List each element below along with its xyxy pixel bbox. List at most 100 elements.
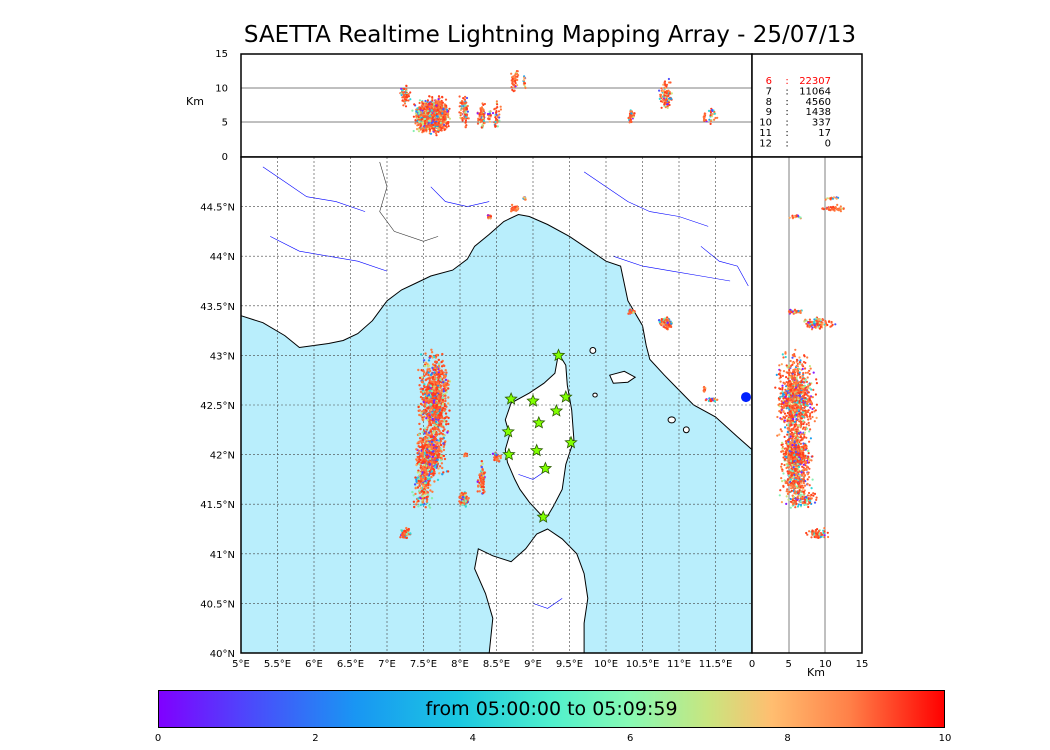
- strike-point: [422, 440, 425, 444]
- strike-point: [420, 455, 423, 458]
- strike-point: [427, 412, 431, 415]
- strike-point: [434, 420, 438, 423]
- strike-point: [482, 491, 485, 495]
- strike-point: [458, 500, 461, 503]
- alt-point: [421, 121, 425, 124]
- strike-point: [419, 487, 423, 490]
- side-point: [805, 436, 808, 439]
- strike-point: [434, 400, 438, 403]
- alt-point: [483, 122, 486, 125]
- alt-point: [495, 113, 498, 116]
- strike-point: [415, 480, 418, 483]
- strike-point: [443, 457, 447, 461]
- strike-point: [423, 384, 426, 388]
- alt-point: [442, 127, 445, 130]
- alt-point: [495, 100, 498, 103]
- alt-point: [418, 126, 421, 129]
- strike-point: [423, 374, 426, 378]
- alt-point: [418, 99, 421, 102]
- lon-tick-label: 10.5°E: [626, 659, 660, 670]
- strike-point: [481, 468, 484, 471]
- alt-point: [434, 99, 437, 102]
- side-point: [796, 362, 799, 365]
- alt-point: [660, 87, 663, 90]
- alt-point: [496, 125, 499, 128]
- strike-point: [429, 423, 433, 427]
- strike-point: [429, 430, 433, 433]
- strike-point: [448, 409, 451, 412]
- strike-point: [399, 536, 402, 539]
- side-point: [801, 367, 804, 371]
- strike-point: [421, 484, 425, 487]
- strike-point: [413, 483, 417, 486]
- strike-point: [432, 380, 435, 383]
- strike-point: [448, 380, 452, 383]
- table-n: 9: [766, 107, 772, 118]
- strike-point: [429, 489, 432, 492]
- strike-point: [424, 478, 427, 481]
- strike-point: [409, 532, 412, 535]
- alt-point: [407, 95, 410, 98]
- side-point: [783, 435, 786, 438]
- alt-point: [434, 117, 437, 120]
- strike-point: [423, 405, 426, 408]
- strike-point: [436, 478, 440, 482]
- strike-point: [480, 485, 483, 488]
- strike-point: [425, 451, 429, 454]
- alt-point: [444, 98, 448, 101]
- table-sep: :: [785, 138, 788, 149]
- alt-point: [403, 96, 406, 99]
- strike-point: [441, 398, 445, 402]
- alt-point: [464, 119, 467, 122]
- alt-point: [419, 128, 422, 131]
- strike-point: [430, 497, 434, 500]
- strike-point: [442, 381, 445, 384]
- alt-point: [658, 97, 661, 100]
- strike-point: [444, 369, 447, 372]
- strike-point: [419, 464, 423, 467]
- strike-point: [421, 447, 425, 450]
- strike-point: [434, 445, 437, 448]
- alt-point: [441, 123, 444, 126]
- side-point: [787, 377, 790, 380]
- lon-tick-label: 9°E: [524, 659, 542, 670]
- alt-point: [437, 106, 441, 109]
- strike-point: [434, 366, 437, 369]
- alt-point: [437, 95, 441, 98]
- strike-point: [431, 366, 434, 370]
- side-point: [802, 360, 806, 364]
- alt-point: [488, 112, 491, 115]
- strike-point: [442, 364, 445, 367]
- table-n: 10: [759, 118, 772, 129]
- strike-point: [704, 398, 708, 402]
- alt-point: [669, 81, 672, 84]
- alt-point: [437, 100, 440, 103]
- strike-point: [438, 448, 441, 451]
- alt-point: [460, 113, 463, 116]
- alt-point: [447, 125, 450, 128]
- strike-point: [432, 452, 436, 455]
- alt-point: [480, 126, 483, 129]
- alt-point: [418, 121, 421, 124]
- alt-point: [430, 102, 433, 105]
- strike-point: [427, 434, 430, 437]
- strike-point: [669, 325, 673, 329]
- strike-point: [440, 360, 443, 364]
- table-count: 337: [812, 118, 831, 129]
- strike-point: [435, 370, 438, 374]
- lon-tick-label: 8.5°E: [483, 659, 510, 670]
- strike-point: [441, 352, 444, 356]
- strike-point: [415, 458, 418, 461]
- alt-point: [414, 122, 417, 125]
- strike-point: [460, 501, 463, 504]
- alt-point: [437, 121, 440, 124]
- strike-point: [709, 398, 712, 401]
- alt-point: [510, 72, 513, 75]
- strike-point: [435, 416, 438, 419]
- alt-point: [418, 110, 421, 113]
- strike-point: [441, 466, 444, 470]
- strike-point: [422, 409, 425, 413]
- lat-tick-label: 41.5°N: [200, 500, 235, 511]
- side-point: [811, 411, 814, 414]
- strike-point: [419, 387, 422, 391]
